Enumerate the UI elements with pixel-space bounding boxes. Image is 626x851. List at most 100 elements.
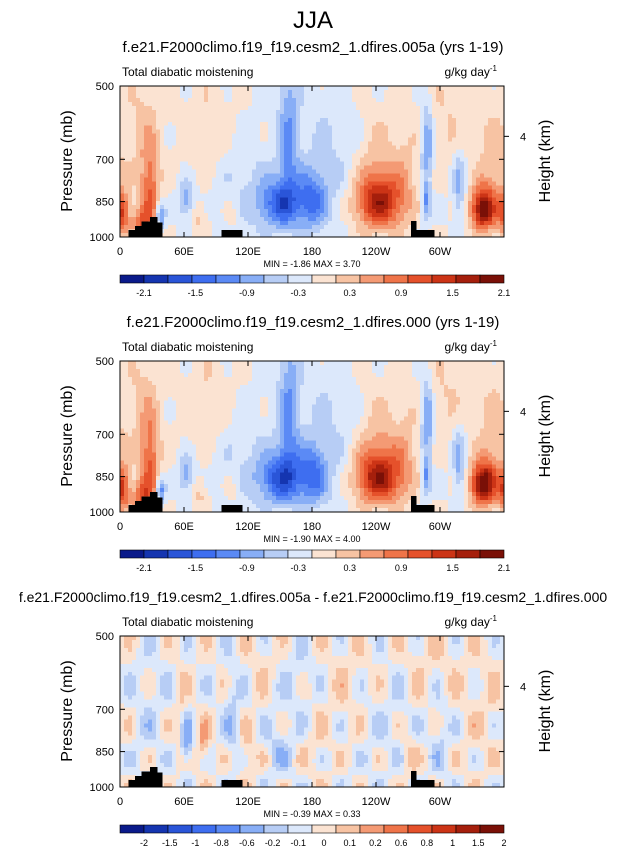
heatmap-cell	[444, 121, 449, 127]
heatmap-cell	[348, 161, 353, 166]
heatmap-cell	[376, 133, 381, 138]
heatmap-cell	[192, 376, 197, 382]
heatmap-cell	[244, 209, 249, 214]
heatmap-cell	[396, 372, 401, 378]
heatmap-cell	[428, 165, 433, 170]
heatmap-cell	[244, 392, 249, 398]
heatmap-cell	[360, 189, 365, 194]
heatmap-cell	[428, 217, 433, 222]
heatmap-cell	[440, 181, 445, 186]
heatmap-cell	[192, 372, 197, 378]
heatmap-cell	[204, 372, 209, 378]
heatmap-cell	[492, 137, 497, 142]
heatmap-cell	[404, 364, 409, 370]
heatmap-cell	[388, 161, 393, 166]
heatmap-cell	[392, 157, 397, 162]
heatmap-cell	[180, 173, 185, 178]
heatmap-cell	[304, 376, 309, 382]
heatmap-cell	[312, 193, 317, 198]
heatmap-cell	[304, 109, 309, 115]
heatmap-cell	[140, 121, 145, 127]
heatmap-cell	[144, 93, 149, 99]
heatmap-cell	[388, 396, 393, 402]
heatmap-cell	[384, 121, 389, 127]
heatmap-cell	[144, 141, 149, 146]
heatmap-cell	[172, 185, 177, 190]
heatmap-cell	[376, 86, 381, 91]
heatmap-cell	[424, 117, 429, 123]
heatmap-cell	[348, 213, 353, 218]
heatmap-cell	[212, 117, 217, 123]
heatmap-cell	[160, 141, 165, 146]
heatmap-cell	[256, 388, 261, 394]
heatmap-cell	[304, 225, 309, 230]
heatmap-cell	[296, 129, 301, 134]
heatmap-cell	[428, 93, 433, 99]
heatmap-cell	[456, 181, 461, 186]
heatmap-cell	[404, 217, 409, 222]
heatmap-cell	[304, 185, 309, 190]
heatmap-cell	[196, 380, 201, 386]
heatmap-cell	[436, 185, 441, 190]
heatmap-cell	[136, 97, 141, 103]
heatmap-cell	[120, 209, 125, 214]
heatmap-cell	[212, 364, 217, 370]
heatmap-cell	[300, 109, 305, 115]
heatmap-cell	[440, 109, 445, 115]
heatmap-cell	[324, 384, 329, 390]
heatmap-cell	[400, 141, 405, 146]
heatmap-cell	[328, 117, 333, 123]
heatmap-cell	[148, 213, 153, 218]
heatmap-cell	[348, 380, 353, 386]
heatmap-cell	[216, 233, 221, 237]
heatmap-cell	[448, 217, 453, 222]
heatmap-cell	[152, 125, 157, 131]
heatmap-cell	[440, 145, 445, 150]
heatmap-cell	[476, 217, 481, 222]
heatmap-cell	[120, 225, 125, 230]
heatmap-cell	[260, 137, 265, 142]
heatmap-cell	[376, 209, 381, 214]
heatmap-cell	[132, 388, 137, 394]
heatmap-cell	[136, 185, 141, 190]
heatmap-cell	[304, 368, 309, 374]
heatmap-cell	[436, 149, 441, 154]
heatmap-cell	[468, 361, 473, 366]
heatmap-cell	[304, 217, 309, 222]
heatmap-cell	[496, 145, 501, 150]
heatmap-cell	[408, 380, 413, 386]
heatmap-cell	[440, 117, 445, 123]
heatmap-cell	[332, 400, 337, 406]
heatmap-cell	[292, 173, 297, 178]
heatmap-cell	[296, 89, 301, 95]
heatmap-cell	[360, 197, 365, 202]
heatmap-cell	[224, 149, 229, 154]
heatmap-cell	[496, 113, 501, 119]
heatmap-cell	[164, 400, 169, 406]
heatmap-cell	[152, 173, 157, 178]
heatmap-cell	[316, 101, 321, 107]
heatmap-cell	[376, 141, 381, 146]
heatmap-cell	[460, 93, 465, 99]
heatmap-cell	[248, 408, 253, 413]
heatmap-cell	[336, 157, 341, 162]
heatmap-cell	[424, 197, 429, 202]
heatmap-cell	[460, 109, 465, 115]
heatmap-cell	[260, 149, 265, 154]
heatmap-cell	[300, 93, 305, 99]
heatmap-cell	[224, 388, 229, 394]
heatmap-cell	[196, 364, 201, 370]
heatmap-cell	[356, 117, 361, 123]
heatmap-cell	[464, 205, 469, 210]
heatmap-cell	[320, 361, 325, 366]
heatmap-cell	[172, 209, 177, 214]
heatmap-cell	[340, 141, 345, 146]
heatmap-cell	[256, 97, 261, 103]
heatmap-cell	[280, 105, 285, 111]
heatmap-cell	[420, 161, 425, 166]
heatmap-cell	[164, 193, 169, 198]
heatmap-cell	[372, 221, 377, 226]
heatmap-cell	[152, 384, 157, 390]
heatmap-cell	[132, 165, 137, 170]
heatmap-cell	[148, 404, 153, 409]
